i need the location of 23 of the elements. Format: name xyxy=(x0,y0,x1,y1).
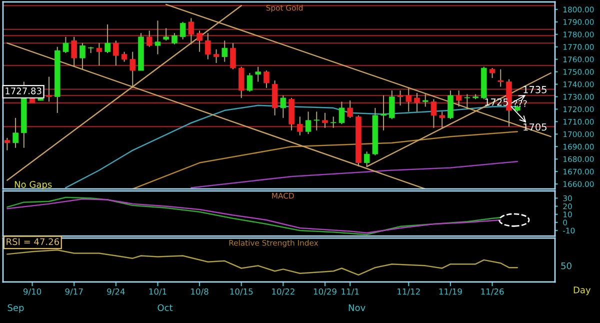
annotation: ??? xyxy=(514,100,527,107)
x-tick-label: 11/19 xyxy=(439,288,462,296)
text: 50 xyxy=(561,262,572,270)
x-tick-label: 10/8 xyxy=(191,288,208,296)
text: Oct xyxy=(158,304,173,312)
text: RSI = 47.26 xyxy=(6,238,60,246)
x-tick-label: 11/12 xyxy=(398,288,420,296)
x-tick-label: 9/24 xyxy=(107,288,125,296)
text: Sep xyxy=(8,304,24,313)
annotation: 1735 xyxy=(524,86,546,94)
annotation: 1727.83 xyxy=(6,87,42,94)
text: Day xyxy=(574,286,591,296)
x-tick-label: 10/15 xyxy=(230,288,253,296)
x-tick-label: 10/29 xyxy=(314,288,336,296)
x-tick-label: 11/26 xyxy=(481,288,504,296)
annotation: No Gaps xyxy=(14,181,52,190)
x-tick-label: 10/22 xyxy=(272,288,294,296)
annotation: 1705 xyxy=(524,123,546,131)
x-tick-label: 11/1 xyxy=(342,288,359,296)
x-tick-label: 9/17 xyxy=(65,288,83,296)
text: Nov xyxy=(348,304,366,312)
x-tick-label: 9/10 xyxy=(23,288,42,296)
x-tick-label: 10/1 xyxy=(149,288,166,296)
